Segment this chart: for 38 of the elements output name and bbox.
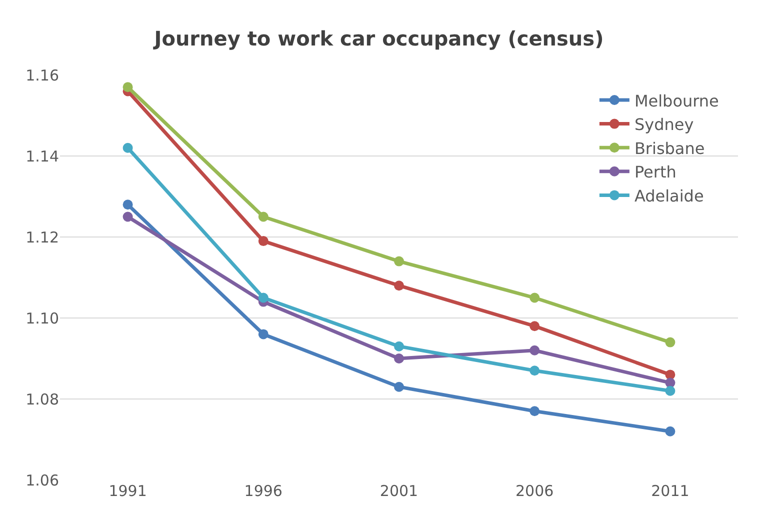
point [258, 212, 268, 222]
point [394, 341, 404, 352]
point [530, 292, 540, 303]
y-tick-label: 1.06 [26, 471, 59, 490]
point [122, 200, 133, 210]
point [665, 386, 676, 396]
point [394, 382, 404, 392]
legend-label: Adelaide [634, 186, 704, 206]
point [258, 292, 268, 303]
point [665, 426, 676, 436]
x-tick-label: 1996 [244, 482, 282, 500]
point [122, 142, 133, 153]
point [394, 354, 404, 364]
point [530, 366, 540, 376]
point [394, 280, 404, 291]
point [530, 345, 540, 356]
point [122, 212, 133, 222]
chart-title: Journey to work car occupancy (census) [152, 26, 604, 50]
point [665, 337, 676, 348]
legend-label: Sydney [634, 115, 694, 134]
point [258, 329, 268, 340]
x-tick-label: 2001 [380, 482, 418, 500]
point [530, 406, 540, 416]
legend-label: Brisbane [634, 138, 705, 158]
point [394, 256, 404, 266]
y-tick-label: 1.16 [26, 66, 59, 84]
y-tick-label: 1.10 [26, 309, 59, 328]
x-tick-label: 2006 [516, 482, 554, 500]
x-tick-label: 2011 [651, 482, 690, 500]
y-tick-label: 1.14 [26, 147, 59, 166]
legend-label: Melbourne [634, 91, 719, 110]
point [530, 321, 540, 332]
legend-label: Perth [634, 162, 676, 182]
point [258, 236, 268, 246]
x-tick-label: 1991 [108, 482, 147, 500]
y-tick-label: 1.08 [26, 390, 59, 408]
y-tick-label: 1.12 [26, 228, 59, 246]
point [122, 82, 133, 92]
